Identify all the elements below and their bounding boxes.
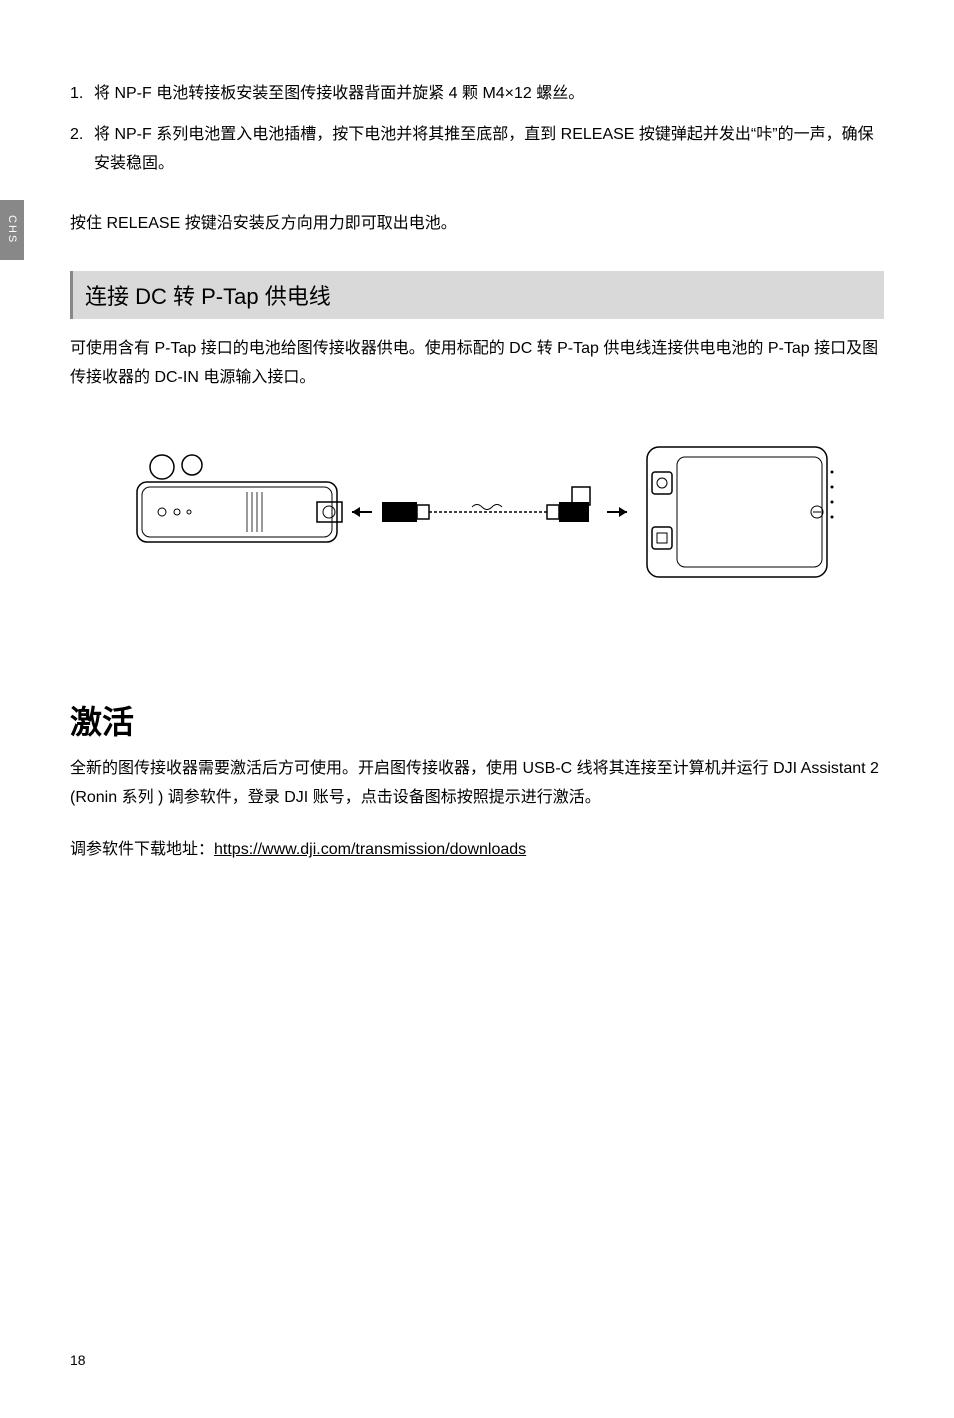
activation-body-1: 全新的图传接收器需要激活后方可使用。开启图传接收器，使用 USB-C 线将其连接… [70, 755, 884, 813]
receiver-device [137, 455, 342, 542]
list-item-2: 2. 将 NP-F 系列电池置入电池插槽，按下电池并将其推至底部，直到 RELE… [70, 121, 884, 179]
right-arrow [607, 507, 627, 517]
page-number: 18 [70, 1352, 86, 1368]
list-number-2: 2. [70, 121, 94, 179]
section-header: 连接 DC 转 P-Tap 供电线 [70, 271, 884, 319]
activation-heading: 激活 [70, 697, 884, 743]
list-number-1: 1. [70, 80, 94, 109]
diagram-svg [117, 417, 837, 617]
language-tab: CHS [0, 200, 24, 260]
list-item-1: 1. 将 NP-F 电池转接板安装至图传接收器背面并旋紧 4 颗 M4×12 螺… [70, 80, 884, 109]
release-note: 按住 RELEASE 按键沿安装反方向用力即可取出电池。 [70, 210, 884, 239]
connection-diagram [70, 417, 884, 617]
left-arrow [352, 507, 372, 517]
download-prefix: 调参软件下载地址： [70, 841, 214, 858]
list-text-2: 将 NP-F 系列电池置入电池插槽，按下电池并将其推至底部，直到 RELEASE… [94, 121, 884, 179]
download-line: 调参软件下载地址：https://www.dji.com/transmissio… [70, 836, 884, 865]
cable [382, 487, 590, 522]
list-text-1: 将 NP-F 电池转接板安装至图传接收器背面并旋紧 4 颗 M4×12 螺丝。 [94, 80, 884, 109]
battery-device [647, 447, 834, 577]
page-content: 1. 将 NP-F 电池转接板安装至图传接收器背面并旋紧 4 颗 M4×12 螺… [0, 0, 954, 865]
download-link[interactable]: https://www.dji.com/transmission/downloa… [214, 841, 526, 858]
language-tab-text: CHS [6, 215, 18, 244]
section-body: 可使用含有 P-Tap 接口的电池给图传接收器供电。使用标配的 DC 转 P-T… [70, 335, 884, 393]
section-header-text: 连接 DC 转 P-Tap 供电线 [85, 284, 331, 309]
